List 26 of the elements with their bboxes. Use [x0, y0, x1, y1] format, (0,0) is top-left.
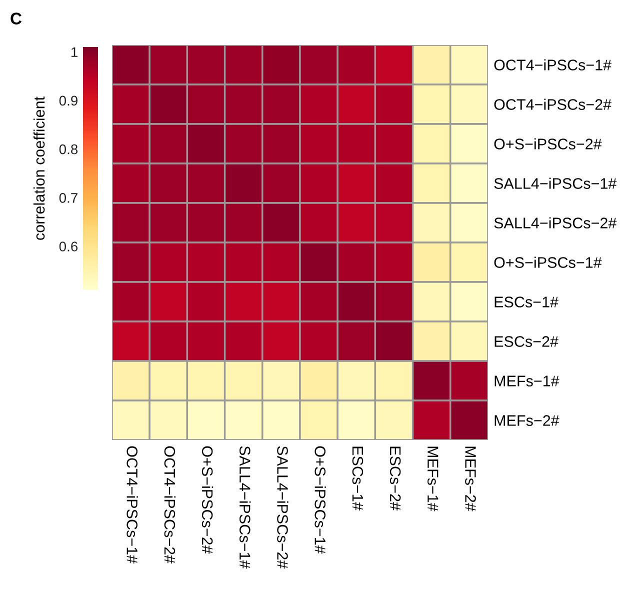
y-tick-label: O+S−iPSCs−2#: [494, 138, 602, 150]
x-tick-label: MEFs−1#: [428, 446, 438, 512]
color-bar-label: 0.7: [59, 192, 78, 203]
color-bar-label: 1: [71, 47, 78, 57]
y-tick-label: MEFs−2#: [494, 415, 560, 426]
color-bar-title: correlation coefficient: [33, 96, 45, 240]
y-tick-label: ESCs−2#: [494, 336, 558, 347]
y-tick-label: OCT4−iPSCs−1#: [494, 59, 612, 70]
x-tick-label: OCT4−iPSCs−1#: [126, 446, 138, 564]
x-tick-label: ESCs−1#: [352, 446, 364, 510]
text: C: [10, 12, 22, 24]
y-tick-label: O+S−iPSCs−1#: [494, 256, 602, 268]
x-tick-label: O+S−iPSCs−1#: [314, 446, 326, 554]
y-tick-label: SALL4−iPSCs−1#: [494, 178, 617, 189]
x-tick-label: O+S−iPSCs−2#: [202, 446, 214, 554]
y-tick-label: OCT4−iPSCs−2#: [494, 98, 612, 110]
y-tick-label: ESCs−1#: [494, 296, 558, 308]
x-tick-label: OCT4−iPSCs−2#: [164, 446, 176, 564]
y-tick-label: SALL4−iPSCs−2#: [494, 217, 617, 228]
x-tick-label: SALL4−iPSCs−1#: [240, 446, 251, 569]
x-tick-label: SALL4−iPSCs−2#: [277, 446, 288, 569]
color-bar-label: 0.6: [59, 242, 78, 252]
y-tick-label: MEFs−1#: [494, 376, 560, 386]
x-tick-label: ESCs−2#: [390, 446, 401, 510]
color-bar-label: 0.8: [59, 144, 78, 154]
color-bar-label: 0.9: [59, 96, 78, 106]
